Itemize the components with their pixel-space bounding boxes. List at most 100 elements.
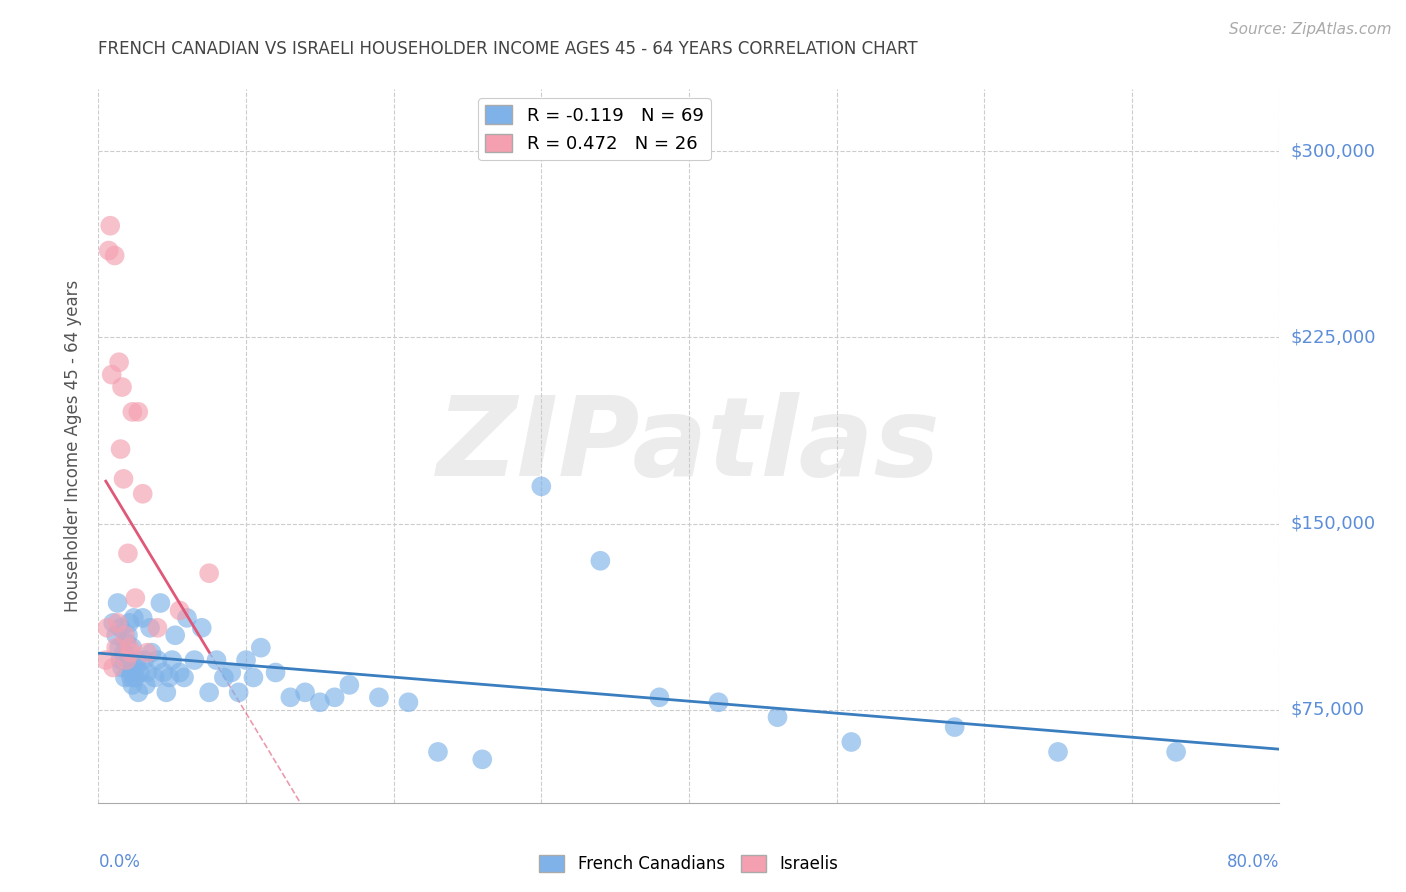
- Text: ZIPatlas: ZIPatlas: [437, 392, 941, 500]
- Point: [110, 653, 132, 667]
- Point: [219, 665, 242, 680]
- Text: $225,000: $225,000: [1291, 328, 1376, 346]
- Point: [943, 720, 966, 734]
- Point: [122, 611, 145, 625]
- Point: [114, 670, 136, 684]
- Point: [120, 646, 142, 660]
- Text: $150,000: $150,000: [1291, 515, 1375, 533]
- Point: [124, 660, 146, 674]
- Point: [146, 653, 169, 667]
- Point: [146, 621, 169, 635]
- Point: [121, 678, 143, 692]
- Text: 80.0%: 80.0%: [1227, 853, 1279, 871]
- Point: [111, 380, 134, 394]
- Point: [96, 621, 118, 635]
- Point: [124, 670, 146, 684]
- Point: [110, 621, 132, 635]
- Point: [117, 653, 139, 667]
- Point: [427, 745, 450, 759]
- Point: [839, 735, 862, 749]
- Point: [530, 479, 553, 493]
- Point: [105, 628, 128, 642]
- Text: $75,000: $75,000: [1291, 701, 1365, 719]
- Point: [143, 670, 166, 684]
- Point: [118, 615, 141, 630]
- Point: [111, 660, 134, 674]
- Point: [165, 628, 187, 642]
- Point: [110, 442, 132, 456]
- Point: [112, 646, 135, 660]
- Point: [278, 690, 302, 705]
- Point: [127, 405, 149, 419]
- Text: FRENCH CANADIAN VS ISRAELI HOUSEHOLDER INCOME AGES 45 - 64 YEARS CORRELATION CHA: FRENCH CANADIAN VS ISRAELI HOUSEHOLDER I…: [98, 40, 918, 58]
- Point: [141, 646, 163, 660]
- Point: [121, 640, 143, 655]
- Point: [121, 405, 143, 419]
- Point: [134, 653, 156, 667]
- Point: [157, 670, 180, 684]
- Point: [103, 660, 125, 674]
- Point: [191, 621, 214, 635]
- Point: [97, 244, 120, 258]
- Point: [152, 665, 174, 680]
- Point: [117, 628, 139, 642]
- Point: [132, 611, 155, 625]
- Point: [136, 646, 159, 660]
- Point: [114, 628, 136, 642]
- Point: [98, 219, 121, 233]
- Point: [235, 653, 257, 667]
- Text: Source: ZipAtlas.com: Source: ZipAtlas.com: [1229, 22, 1392, 37]
- Point: [242, 670, 264, 684]
- Point: [183, 653, 205, 667]
- Point: [115, 636, 138, 650]
- Point: [125, 653, 148, 667]
- Y-axis label: Householder Income Ages 45 - 64 years: Householder Income Ages 45 - 64 years: [65, 280, 83, 612]
- Point: [169, 603, 191, 617]
- Point: [107, 596, 129, 610]
- Point: [118, 640, 141, 655]
- Point: [135, 678, 157, 692]
- Point: [94, 653, 117, 667]
- Text: 0.0%: 0.0%: [98, 853, 141, 871]
- Point: [169, 665, 191, 680]
- Point: [323, 690, 346, 705]
- Point: [100, 368, 122, 382]
- Point: [766, 710, 789, 724]
- Point: [120, 665, 142, 680]
- Point: [198, 566, 221, 581]
- Point: [173, 670, 195, 684]
- Point: [120, 670, 142, 684]
- Point: [103, 615, 125, 630]
- Legend: French Canadians, Israelis: French Canadians, Israelis: [533, 848, 845, 880]
- Point: [124, 591, 146, 605]
- Point: [117, 546, 139, 560]
- Point: [108, 640, 131, 655]
- Point: [198, 685, 221, 699]
- Point: [337, 678, 360, 692]
- Point: [471, 752, 494, 766]
- Point: [368, 690, 391, 705]
- Point: [136, 665, 159, 680]
- Point: [128, 665, 150, 680]
- Point: [162, 653, 183, 667]
- Point: [127, 685, 149, 699]
- Point: [115, 653, 138, 667]
- Point: [212, 670, 235, 684]
- Point: [176, 611, 198, 625]
- Point: [104, 248, 127, 262]
- Point: [108, 355, 131, 369]
- Point: [105, 640, 128, 655]
- Point: [112, 472, 135, 486]
- Point: [648, 690, 671, 705]
- Point: [707, 695, 730, 709]
- Point: [1164, 745, 1187, 759]
- Point: [107, 615, 129, 630]
- Point: [155, 685, 177, 699]
- Point: [139, 621, 162, 635]
- Point: [228, 685, 250, 699]
- Point: [205, 653, 228, 667]
- Text: $300,000: $300,000: [1291, 142, 1375, 161]
- Point: [132, 487, 155, 501]
- Point: [264, 665, 287, 680]
- Point: [396, 695, 419, 709]
